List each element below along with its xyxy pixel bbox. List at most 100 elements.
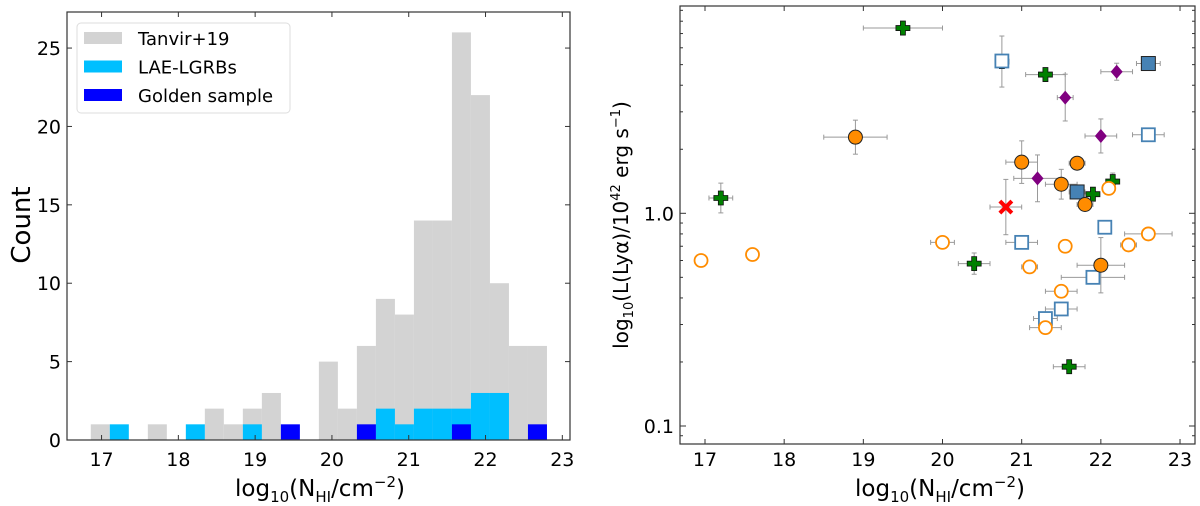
legend-swatch [84,60,122,73]
y-tick-label: 0.1 [644,416,674,438]
legend: Tanvir+19 LAE-LGRBs Golden sample [76,22,291,114]
histogram-bar [375,298,395,440]
y-tick-label: 20 [37,116,61,138]
legend-box [76,22,291,114]
data-point-square-open [994,53,1010,69]
x-tick-label: 20 [930,449,954,471]
histogram-bar [204,408,224,440]
data-point-square-filled [1140,56,1156,72]
histogram-bar [413,408,433,440]
data-point-diamond [1059,90,1072,105]
legend-label: Golden sample [138,86,273,107]
data-point-square-open [1085,269,1101,285]
data-point-diamond [1031,171,1044,186]
x-tick-label: 21 [397,449,421,471]
data-point-circle-open [935,234,950,250]
histogram-bar [451,32,471,440]
data-point-diamond [1094,128,1107,143]
x-tick-label: 23 [550,449,574,471]
histogram-bar [356,424,376,440]
data-point-plus [895,20,911,36]
x-tick-label: 17 [693,449,717,471]
histogram-bar [337,408,357,440]
histogram-bar [527,424,547,440]
histogram-bar [432,408,452,440]
data-point-square-open [1053,301,1069,317]
data-point-circle-open [1053,283,1069,299]
data-point-plus [1085,186,1101,202]
histogram-bar [489,392,509,440]
data-point-circle-open [693,253,709,268]
y-tick-label: 0 [49,430,61,452]
histogram-bar [356,345,376,440]
data-point-circle-open [1140,226,1156,242]
scatter-y-label: log10(L(Lyα)/1042 erg s−1) [609,101,637,349]
histogram-bar [375,408,395,440]
histogram-bar [413,220,433,440]
data-point-circle-filled [1053,176,1069,192]
legend-swatch [84,32,122,44]
data-point-square-open [1097,219,1113,235]
histogram-y-label: Count [7,186,37,263]
x-tick-label: 19 [851,449,875,471]
histogram-bar [394,424,414,440]
data-point-plus [1038,67,1053,82]
data-point-circle-filled [847,129,863,145]
data-point-circle-open [1101,180,1117,196]
data-point-circle-filled [1014,154,1030,170]
data-point-plus [966,256,982,272]
histogram-bar [280,424,300,440]
histogram-bar [318,361,338,440]
legend-swatch [84,89,122,101]
histogram-x-label: log10(NHI/cm−2) [235,473,405,506]
data-point-x [998,199,1014,215]
y-tick-label: 5 [49,352,61,374]
legend-label: LAE-LGRBs [138,58,237,79]
histogram-bar [432,220,452,440]
histogram-bar [185,424,205,440]
x-tick-label: 22 [473,449,497,471]
histogram-bar [242,424,262,440]
data-point-circle-filled [1093,257,1109,273]
data-point-diamond [1110,64,1123,79]
data-point-circle-open [1038,320,1053,336]
legend-label: Tanvir+19 [137,29,230,50]
y-tick-label: 15 [37,195,61,217]
histogram-bar [527,345,547,440]
x-tick-label: 17 [89,449,113,471]
x-tick-label: 19 [243,449,267,471]
histogram-bar [223,424,243,440]
x-tick-label: 18 [772,449,796,471]
data-point-plus [1061,359,1077,375]
x-tick-label: 20 [320,449,344,471]
plot-frame [66,11,571,441]
data-point-square-filled [1069,184,1085,200]
histogram-bar [394,314,414,440]
plot-frame [679,5,1196,445]
y-tick-label: 1.0 [644,203,674,225]
x-tick-label: 21 [1010,449,1034,471]
data-point-circle-open [1121,237,1136,253]
data-point-circle-open [745,247,760,262]
x-tick-label: 22 [1089,449,1113,471]
data-point-circle-filled [1077,196,1093,212]
data-point-circle-open [1022,259,1037,275]
y-tick-label: 25 [37,38,61,60]
data-point-circle-open [1057,238,1073,254]
histogram-bar [508,345,528,440]
scatter-panel: 17 18 19 20 21 22 23 0.1 1.0 [644,5,1196,471]
histogram-panel: 17 18 19 20 21 22 23 0 5 10 15 20 25 Tanvir+19 LAE-LGR… [37,11,574,471]
histogram-bar [109,424,129,440]
y-tick-label: 10 [37,273,61,295]
histogram-bar [147,424,167,440]
x-tick-label: 18 [166,449,190,471]
histogram-bar [470,95,490,440]
histogram-bar [261,392,281,440]
histogram-bar [470,392,490,440]
data-point-square-open [1140,127,1156,143]
scatter-x-label: log10(NHI/cm−2) [855,473,1025,506]
histogram-bar [90,424,110,440]
data-point-plus [713,190,729,206]
data-point-circle-filled [1069,155,1085,171]
